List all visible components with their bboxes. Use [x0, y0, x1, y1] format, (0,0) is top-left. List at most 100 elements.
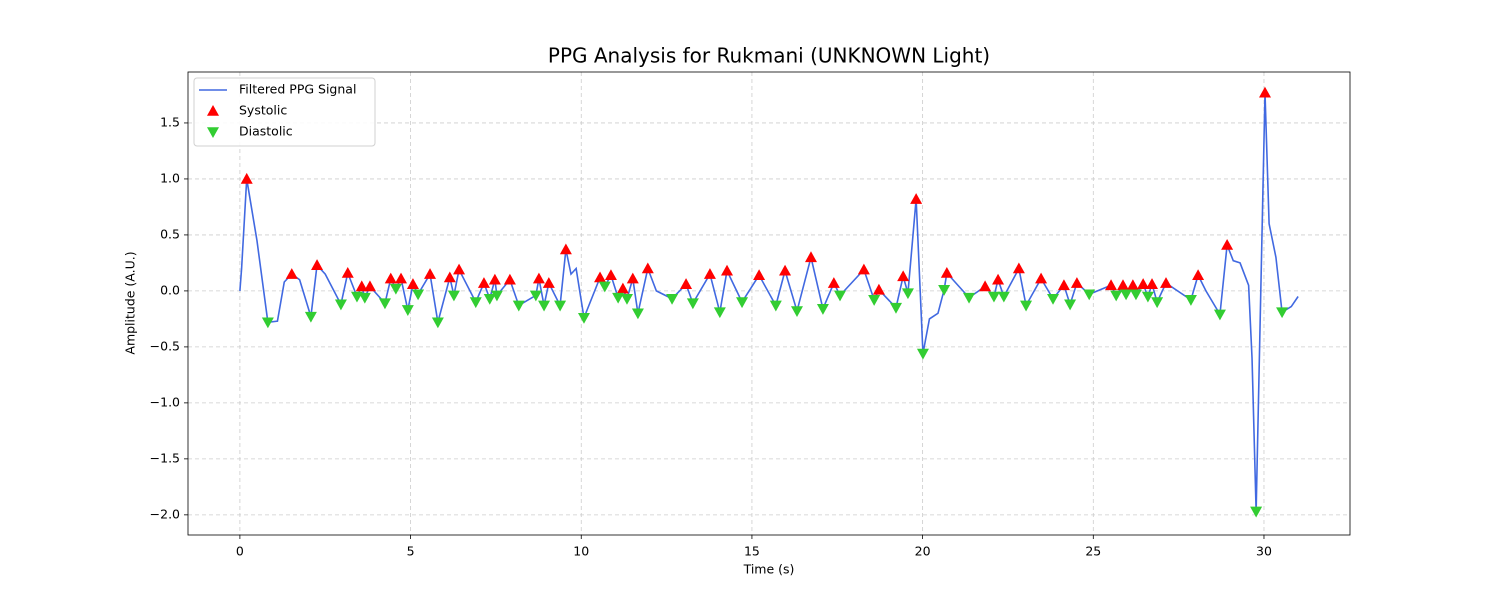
peak-marker: [901, 288, 914, 300]
peak-marker: [769, 300, 782, 312]
x-tick-label: 0: [236, 544, 244, 559]
y-axis-label: Amplitude (A.U.): [123, 251, 138, 354]
y-tick-label: −2.0: [150, 506, 180, 521]
peak-marker: [834, 290, 847, 302]
peak-marker: [1192, 269, 1205, 281]
peak-marker: [872, 283, 885, 295]
peak-marker: [816, 304, 829, 315]
legend-label: Systolic: [239, 103, 287, 118]
peak-marker: [594, 271, 607, 283]
peak-marker: [1105, 279, 1118, 291]
peak-marker: [334, 299, 347, 311]
peak-marker: [503, 273, 516, 285]
peak-marker: [1064, 299, 1077, 311]
y-tick-label: −0.5: [150, 338, 180, 353]
peak-marker: [868, 295, 881, 306]
peak-marker: [897, 270, 910, 282]
peak-marker: [987, 291, 1000, 303]
peak-marker: [477, 277, 490, 288]
peak-marker: [389, 283, 402, 295]
peak-marker: [453, 263, 466, 275]
peak-marker: [363, 280, 376, 292]
peak-marker: [804, 251, 817, 263]
signal-line: [239, 92, 1299, 512]
peak-marker: [686, 298, 699, 310]
peak-marker: [938, 284, 951, 296]
peak-marker: [641, 262, 654, 274]
peak-marker: [355, 280, 368, 292]
peak-marker: [713, 307, 726, 319]
peak-marker: [1057, 279, 1070, 291]
peak-marker: [532, 272, 545, 284]
peak-marker: [240, 172, 253, 184]
peak-marker: [721, 264, 734, 276]
y-tick-label: 1.0: [160, 170, 180, 185]
peak-marker: [1276, 307, 1289, 319]
peak-marker: [963, 292, 976, 304]
peak-marker: [358, 292, 371, 304]
legend-label: Filtered PPG Signal: [239, 82, 356, 97]
x-axis-label: Time (s): [743, 562, 795, 577]
peak-marker: [604, 269, 617, 281]
legend-swatch: [207, 127, 219, 138]
peak-marker: [940, 266, 953, 278]
peak-marker: [311, 259, 324, 270]
peak-marker: [857, 263, 870, 275]
peak-marker: [559, 243, 572, 255]
peak-marker: [1120, 289, 1133, 301]
peak-marker: [261, 317, 274, 329]
chart-title: PPG Analysis for Rukmani (UNKNOWN Light): [548, 44, 990, 68]
peak-marker: [378, 298, 391, 310]
x-tick-label: 20: [915, 544, 931, 559]
peak-marker: [889, 302, 902, 314]
peak-marker: [753, 269, 766, 281]
peak-marker: [285, 268, 298, 279]
peak-marker: [406, 278, 419, 289]
peak-marker: [598, 281, 611, 293]
peak-marker: [779, 264, 792, 276]
peak-marker: [447, 290, 460, 302]
peak-marker: [554, 300, 567, 312]
peak-marker: [620, 293, 633, 305]
peak-marker: [431, 317, 444, 329]
peak-marker: [703, 268, 716, 279]
peak-marker: [1116, 279, 1129, 291]
legend-swatch: [207, 105, 219, 116]
peak-marker: [1083, 289, 1096, 301]
x-tick-label: 25: [1085, 544, 1101, 559]
peak-marker: [412, 289, 425, 301]
peak-marker: [916, 348, 929, 360]
peak-marker: [1020, 300, 1033, 312]
legend-box: [193, 77, 376, 147]
peak-marker: [384, 272, 397, 284]
peak-marker: [538, 300, 551, 312]
peak-marker: [827, 277, 840, 288]
peak-marker: [1012, 262, 1025, 274]
peak-marker: [1126, 279, 1139, 291]
peak-marker: [529, 290, 542, 302]
x-tick-label: 15: [744, 544, 760, 559]
peak-marker: [443, 271, 456, 283]
peak-marker: [577, 312, 590, 324]
peak-marker: [483, 293, 496, 305]
peak-marker: [979, 280, 992, 292]
peak-marker: [512, 300, 525, 312]
y-tick-label: −1.5: [150, 450, 180, 465]
peak-marker: [488, 273, 501, 285]
peak-marker: [666, 293, 679, 305]
peak-marker: [424, 268, 437, 279]
peak-marker: [1250, 506, 1263, 518]
peak-marker: [736, 297, 749, 309]
peak-marker: [469, 297, 482, 309]
peak-marker: [1184, 295, 1197, 306]
peak-marker: [395, 272, 408, 284]
plot-frame: [187, 71, 1351, 536]
peak-marker: [910, 193, 923, 204]
peak-marker: [1259, 86, 1272, 98]
peak-marker: [1146, 278, 1159, 289]
peak-marker: [490, 290, 503, 302]
y-tick-label: 1.5: [160, 114, 180, 129]
legend: Filtered PPG Signal Systolic Diastolic: [193, 77, 376, 147]
peak-marker: [997, 291, 1010, 303]
